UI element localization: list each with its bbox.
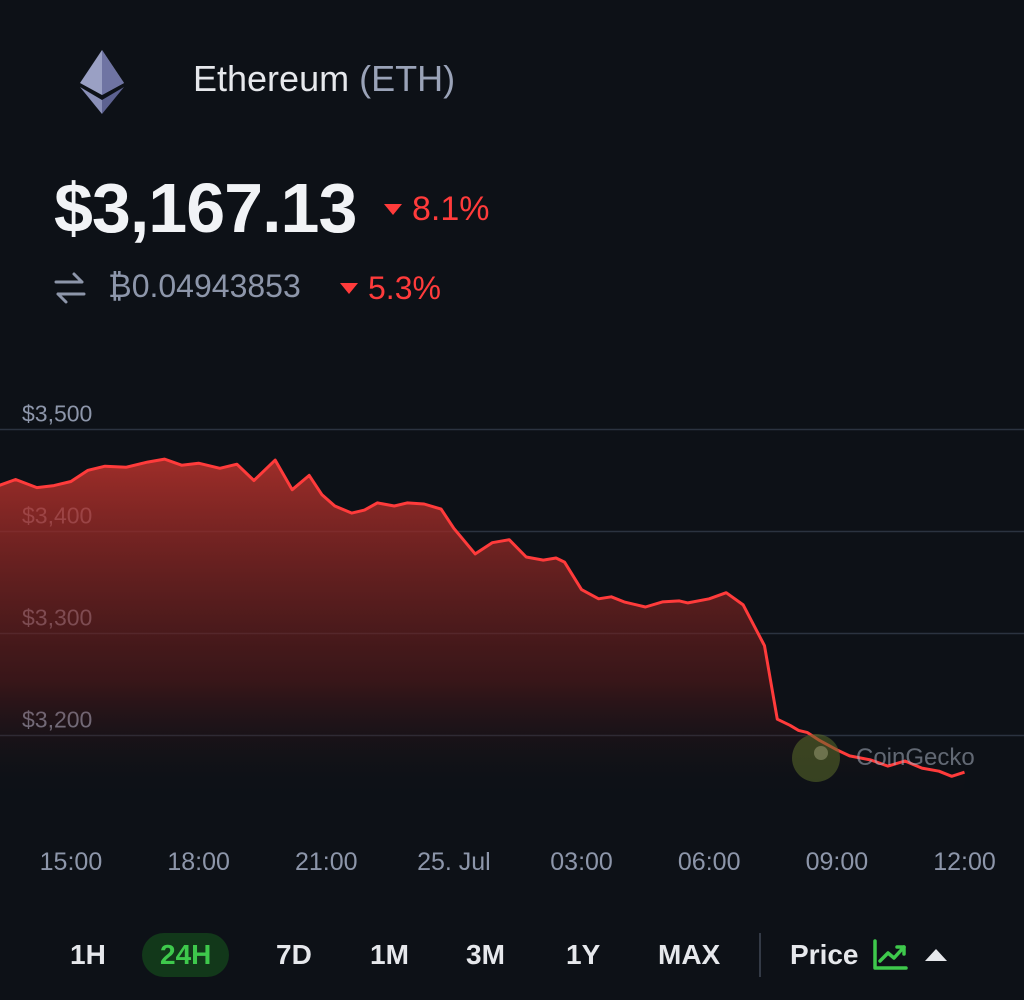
price-mode-toggle[interactable]: Price — [790, 939, 859, 970]
y-tick-label: $3,500 — [22, 401, 92, 427]
x-tick-label: 15:00 — [40, 848, 103, 876]
caret-up-icon[interactable] — [925, 949, 947, 961]
coingecko-watermark: CoinGecko — [792, 734, 975, 782]
range-button-7d[interactable]: 7D — [276, 939, 312, 970]
coin-symbol: (ETH) — [359, 58, 456, 99]
caret-down-icon — [384, 204, 402, 215]
price-chart[interactable]: $3,200$3,300$3,400$3,50015:0018:0021:002… — [0, 380, 1024, 890]
range-button-1h[interactable]: 1H — [70, 939, 106, 970]
usd-price: $3,167.13 — [54, 169, 357, 247]
caret-down-icon — [340, 283, 358, 294]
price-area-fill — [0, 459, 965, 800]
btc-price-change-value: 5.3% — [368, 270, 441, 306]
btc-price: ₿0.04943853 — [108, 268, 301, 304]
ethereum-logo-icon — [80, 50, 124, 114]
coin-header: Ethereum (ETH) $3,167.13 8.1% ₿0.04943853… — [0, 0, 1024, 330]
range-button-24h[interactable]: 24H — [142, 933, 230, 977]
x-tick-label: 12:00 — [933, 848, 996, 876]
range-button-1y[interactable]: 1Y — [566, 939, 601, 970]
gecko-logo-icon — [792, 734, 840, 782]
swap-arrows-icon[interactable] — [52, 270, 88, 306]
range-button-max[interactable]: MAX — [658, 939, 721, 970]
x-tick-label: 25. Jul — [417, 848, 491, 876]
range-button-1m[interactable]: 1M — [370, 939, 409, 970]
range-button-3m[interactable]: 3M — [466, 939, 505, 970]
watermark-text: CoinGecko — [856, 744, 975, 771]
x-tick-label: 18:00 — [167, 848, 230, 876]
chart-controls: 1H 24H 7D 1M 3M 1Y MAX Price — [0, 925, 1024, 985]
x-tick-label: 06:00 — [678, 848, 741, 876]
usd-price-change-value: 8.1% — [412, 190, 490, 228]
coin-name-text: Ethereum — [193, 58, 350, 99]
x-tick-label: 03:00 — [550, 848, 613, 876]
controls-divider — [759, 933, 761, 977]
x-tick-label: 09:00 — [806, 848, 869, 876]
usd-price-change: 8.1% — [384, 190, 490, 229]
price-series-line — [0, 457, 965, 778]
line-chart-icon[interactable] — [872, 939, 908, 971]
coin-name: Ethereum (ETH) — [193, 58, 455, 100]
x-tick-label: 21:00 — [295, 848, 358, 876]
btc-price-change: 5.3% — [340, 270, 441, 307]
